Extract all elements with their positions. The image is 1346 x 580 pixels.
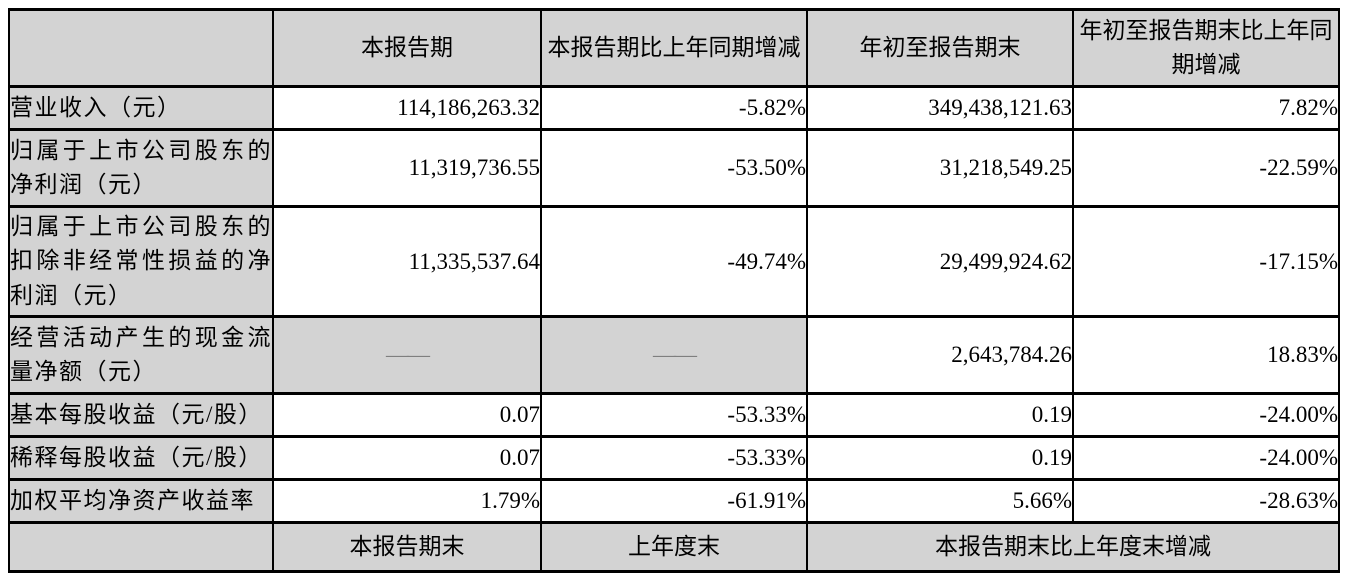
cell-value: 349,438,121.63 bbox=[806, 85, 1074, 131]
header-current-period-yoy-change: 本报告期比上年同期增减 bbox=[540, 8, 808, 88]
table-row-net-profit-excl-nonrecurring: 归属于上市公司股东的扣除非经常性损益的净利润（元） 11,335,537.64 … bbox=[8, 205, 1340, 318]
row-label: 基本每股收益（元/股） bbox=[8, 392, 274, 438]
row-label: 稀释每股收益（元/股） bbox=[8, 435, 274, 481]
cell-value: -53.50% bbox=[540, 128, 808, 208]
cell-value: 11,335,537.64 bbox=[272, 205, 542, 318]
header-current-period: 本报告期 bbox=[272, 8, 542, 88]
cell-no-data-dash: —— bbox=[272, 315, 542, 395]
cell-value: -22.59% bbox=[1072, 128, 1340, 208]
cell-value: -28.63% bbox=[1072, 478, 1340, 524]
cell-no-data-dash: —— bbox=[540, 315, 808, 395]
table-row-net-profit: 归属于上市公司股东的净利润（元） 11,319,736.55 -53.50% 3… bbox=[8, 128, 1340, 208]
row-label: 经营活动产生的现金流量净额（元） bbox=[8, 315, 274, 395]
cell-value: 1.79% bbox=[272, 478, 542, 524]
header-year-to-date-yoy-change: 年初至报告期末比上年同期增减 bbox=[1072, 8, 1340, 88]
cell-value: 0.07 bbox=[272, 435, 542, 481]
row-label: 归属于上市公司股东的扣除非经常性损益的净利润（元） bbox=[8, 205, 274, 318]
header-empty-cell bbox=[8, 8, 274, 88]
cell-value: -24.00% bbox=[1072, 392, 1340, 438]
table-footer-row: 本报告期末 上年度末 本报告期末比上年度末增减 bbox=[8, 521, 1340, 573]
cell-value: 29,499,924.62 bbox=[806, 205, 1074, 318]
cell-value: -53.33% bbox=[540, 435, 808, 481]
cell-value: 2,643,784.26 bbox=[806, 315, 1074, 395]
table-row-operating-revenue: 营业收入（元） 114,186,263.32 -5.82% 349,438,12… bbox=[8, 85, 1340, 131]
cell-value: 0.19 bbox=[806, 392, 1074, 438]
cell-value: 0.07 bbox=[272, 392, 542, 438]
cell-value: 11,319,736.55 bbox=[272, 128, 542, 208]
cell-value: -61.91% bbox=[540, 478, 808, 524]
table-row-weighted-avg-roe: 加权平均净资产收益率 1.79% -61.91% 5.66% -28.63% bbox=[8, 478, 1340, 524]
footer-empty-cell bbox=[8, 521, 274, 573]
table-row-diluted-eps: 稀释每股收益（元/股） 0.07 -53.33% 0.19 -24.00% bbox=[8, 435, 1340, 481]
cell-value: 5.66% bbox=[806, 478, 1074, 524]
cell-value: 114,186,263.32 bbox=[272, 85, 542, 131]
cell-value: -53.33% bbox=[540, 392, 808, 438]
table-header-row: 本报告期 本报告期比上年同期增减 年初至报告期末 年初至报告期末比上年同期增减 bbox=[8, 8, 1340, 88]
header-year-to-date: 年初至报告期末 bbox=[806, 8, 1074, 88]
cell-value: -49.74% bbox=[540, 205, 808, 318]
cell-value: 31,218,549.25 bbox=[806, 128, 1074, 208]
row-label: 营业收入（元） bbox=[8, 85, 274, 131]
cell-value: 7.82% bbox=[1072, 85, 1340, 131]
row-label: 归属于上市公司股东的净利润（元） bbox=[8, 128, 274, 208]
table-row-operating-cash-flow: 经营活动产生的现金流量净额（元） —— —— 2,643,784.26 18.8… bbox=[8, 315, 1340, 395]
footer-end-of-period: 本报告期末 bbox=[272, 521, 542, 573]
row-label: 加权平均净资产收益率 bbox=[8, 478, 274, 524]
table-row-basic-eps: 基本每股收益（元/股） 0.07 -53.33% 0.19 -24.00% bbox=[8, 392, 1340, 438]
footer-end-of-prior-year: 上年度末 bbox=[540, 521, 808, 573]
cell-value: -5.82% bbox=[540, 85, 808, 131]
financial-summary-table: 本报告期 本报告期比上年同期增减 年初至报告期末 年初至报告期末比上年同期增减 … bbox=[8, 8, 1340, 573]
cell-value: -24.00% bbox=[1072, 435, 1340, 481]
cell-value: 0.19 bbox=[806, 435, 1074, 481]
cell-value: 18.83% bbox=[1072, 315, 1340, 395]
cell-value: -17.15% bbox=[1072, 205, 1340, 318]
footer-change-vs-prior-year-end: 本报告期末比上年度末增减 bbox=[806, 521, 1340, 573]
